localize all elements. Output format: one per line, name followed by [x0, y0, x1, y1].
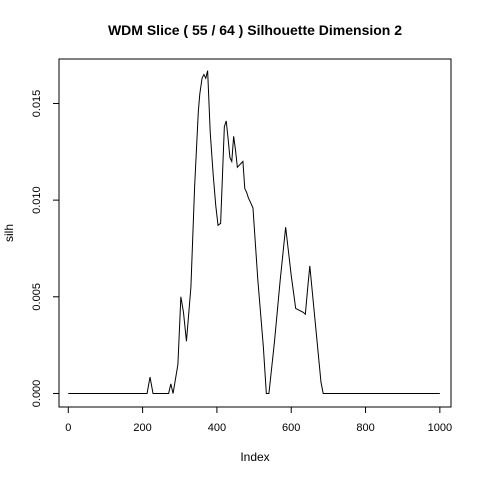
y-axis-label: silh: [2, 224, 16, 242]
y-tick-label: 0.000: [31, 380, 43, 408]
y-tick-label: 0.010: [31, 186, 43, 214]
x-tick-label: 600: [282, 422, 300, 434]
x-tick-label: 200: [133, 422, 151, 434]
x-axis-label: Index: [240, 450, 269, 464]
x-tick-label: 1000: [428, 422, 452, 434]
x-tick-label: 400: [208, 422, 226, 434]
x-tick-label: 0: [65, 422, 71, 434]
y-tick-label: 0.005: [31, 283, 43, 311]
x-tick-label: 800: [356, 422, 374, 434]
chart-title: WDM Slice ( 55 / 64 ) Silhouette Dimensi…: [108, 22, 402, 38]
y-tick-label: 0.015: [31, 90, 43, 118]
